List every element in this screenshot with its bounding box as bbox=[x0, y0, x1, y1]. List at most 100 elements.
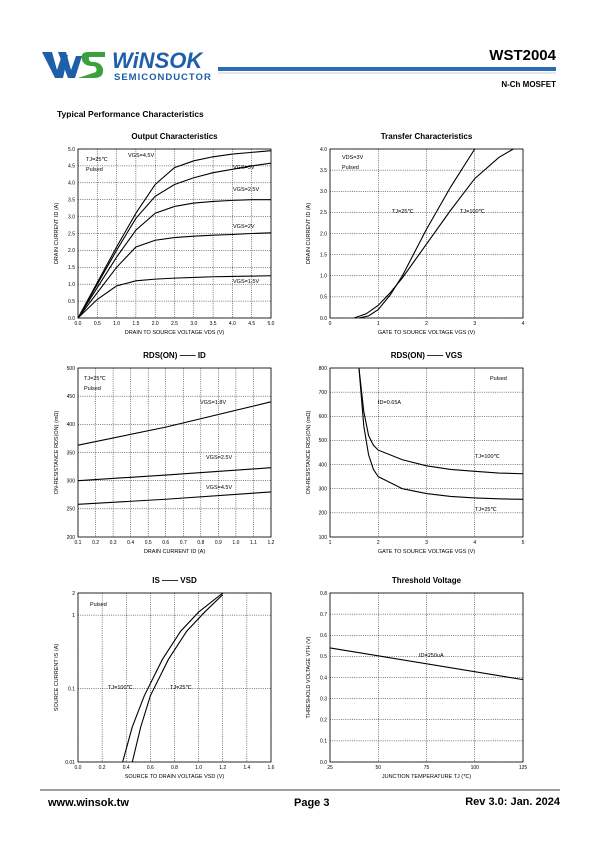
x-tick-label: 4 bbox=[473, 540, 476, 546]
series-label: VGS=1.8V bbox=[200, 400, 226, 406]
x-tick-label: 3.5 bbox=[210, 321, 217, 327]
annotation: TJ=25℃ bbox=[84, 376, 106, 382]
x-tick-label: 0.7 bbox=[180, 540, 187, 546]
x-tick-label: 0.8 bbox=[197, 540, 204, 546]
y-tick-label: 3.0 bbox=[68, 214, 75, 220]
y-tick-label: 450 bbox=[67, 394, 76, 400]
y-tick-label: 400 bbox=[319, 462, 328, 468]
series-line bbox=[77, 162, 272, 319]
chart: Transfer Characteristics 0 1 2 3 4 0.0 0.5 1.0 1.… bbox=[306, 132, 525, 336]
y-tick-label: 100 bbox=[319, 535, 328, 541]
y-tick-label: 4.0 bbox=[320, 147, 327, 153]
y-tick-label: 1.5 bbox=[320, 252, 327, 258]
y-axis-label: ON-RESISTANCE RDS(ON) (mΩ) bbox=[54, 410, 60, 494]
series-line bbox=[77, 232, 272, 319]
x-tick-label: 75 bbox=[424, 765, 430, 771]
annotation: TJ=25℃ bbox=[86, 157, 108, 163]
series-line bbox=[358, 367, 524, 500]
y-tick-label: 3.0 bbox=[320, 189, 327, 195]
chart: RDS(ON) —— ID 0.1 0.2 0.3 0.4 0.5 0.6 0.7 0.8 0.9… bbox=[54, 351, 275, 555]
series-label: VGS=3V bbox=[233, 165, 255, 171]
chart-title: RDS(ON) —— VGS bbox=[391, 351, 463, 360]
x-tick-label: 0 bbox=[329, 321, 332, 327]
y-tick-label: 0.1 bbox=[320, 739, 327, 745]
y-tick-label: 3.5 bbox=[68, 198, 75, 204]
y-tick-label: 200 bbox=[67, 535, 76, 541]
plot-frame bbox=[77, 592, 272, 763]
y-tick-label: 1.5 bbox=[68, 265, 75, 271]
y-axis-label: DRAIN CURRENT ID (A) bbox=[306, 203, 312, 264]
x-tick-label: 1 bbox=[329, 540, 332, 546]
series-label: VGS=2V bbox=[233, 224, 255, 230]
y-tick-label: 500 bbox=[67, 366, 76, 372]
annotation: VDS=3V bbox=[342, 155, 364, 161]
chart: IS —— VSD 0.0 0.2 0.4 0.6 0.8 1.0 1.2 1.4 1.6 0.01… bbox=[54, 576, 275, 780]
y-tick-label: 0.0 bbox=[320, 760, 327, 766]
series-line bbox=[77, 491, 272, 505]
x-tick-label: 25 bbox=[327, 765, 333, 771]
y-tick-label: 0.8 bbox=[320, 591, 327, 597]
y-tick-label: 1.0 bbox=[68, 282, 75, 288]
x-tick-label: 4.0 bbox=[229, 321, 236, 327]
series-line bbox=[122, 592, 224, 763]
y-tick-label: 0.5 bbox=[320, 654, 327, 660]
x-tick-label: 5.0 bbox=[268, 321, 275, 327]
x-axis-label: SOURCE TO DRAIN VOLTAGE VSD (V) bbox=[125, 774, 225, 780]
y-tick-label: 1.0 bbox=[320, 274, 327, 280]
chart-title: Transfer Characteristics bbox=[381, 132, 473, 141]
logo-sub: SEMICONDUCTOR bbox=[114, 72, 212, 83]
y-tick-label: 2 bbox=[72, 591, 75, 597]
x-tick-label: 2 bbox=[377, 540, 380, 546]
y-tick-label: 0.5 bbox=[320, 295, 327, 301]
plot-frame bbox=[329, 148, 524, 319]
series-line bbox=[77, 150, 272, 319]
x-tick-label: 5 bbox=[522, 540, 525, 546]
x-tick-label: 0.6 bbox=[147, 765, 154, 771]
x-tick-label: 0.0 bbox=[75, 321, 82, 327]
annotation: Pulsed bbox=[86, 167, 103, 173]
y-tick-label: 1 bbox=[72, 613, 75, 619]
subtitle: N-Ch MOSFET bbox=[501, 80, 556, 89]
x-tick-label: 1.0 bbox=[232, 540, 239, 546]
y-tick-label: 400 bbox=[67, 422, 76, 428]
x-tick-label: 0.6 bbox=[162, 540, 169, 546]
chart-title: Threshold Voltage bbox=[392, 576, 462, 585]
x-tick-label: 0.1 bbox=[75, 540, 82, 546]
series-line bbox=[77, 401, 272, 446]
series-line bbox=[353, 148, 514, 319]
series-label: TJ=25℃ bbox=[392, 209, 414, 215]
x-tick-label: 3 bbox=[425, 540, 428, 546]
x-tick-label: 1 bbox=[377, 321, 380, 327]
y-tick-label: 3.5 bbox=[320, 168, 327, 174]
x-axis-label: JUNCTION TEMPERATURE TJ (℃) bbox=[382, 774, 471, 780]
chart: RDS(ON) —— VGS 1 2 3 4 5 100 200 300 400 500 600 700… bbox=[306, 351, 525, 555]
x-tick-label: 1.0 bbox=[113, 321, 120, 327]
x-tick-label: 2 bbox=[425, 321, 428, 327]
chart-title: Output Characteristics bbox=[131, 132, 218, 141]
x-axis-label: GATE TO SOURCE VOLTAGE VGS (V) bbox=[378, 330, 475, 336]
annotation: ID=250uA bbox=[419, 653, 444, 659]
y-tick-label: 2.0 bbox=[320, 231, 327, 237]
y-tick-label: 2.5 bbox=[68, 231, 75, 237]
y-tick-label: 0.4 bbox=[320, 675, 327, 681]
series-label: VGS=1.5V bbox=[233, 279, 259, 285]
series-label: TJ=25℃ bbox=[475, 507, 497, 513]
x-tick-label: 2.0 bbox=[152, 321, 159, 327]
series-label: TJ=100℃ bbox=[108, 685, 133, 691]
series-label: TJ=100℃ bbox=[475, 454, 500, 460]
x-tick-label: 0.0 bbox=[75, 765, 82, 771]
logo-w2 bbox=[58, 52, 82, 78]
x-tick-label: 0.4 bbox=[127, 540, 134, 546]
x-tick-label: 4 bbox=[522, 321, 525, 327]
y-tick-label: 0.0 bbox=[320, 316, 327, 322]
y-tick-label: 300 bbox=[319, 487, 328, 493]
x-tick-label: 3.0 bbox=[190, 321, 197, 327]
x-tick-label: 0.4 bbox=[123, 765, 130, 771]
plot-frame bbox=[329, 592, 524, 763]
y-tick-label: 600 bbox=[319, 414, 328, 420]
plot-frame bbox=[77, 148, 272, 319]
y-axis-label: SOURCE CURRENT IS (A) bbox=[54, 644, 60, 712]
x-tick-label: 1.5 bbox=[132, 321, 139, 327]
